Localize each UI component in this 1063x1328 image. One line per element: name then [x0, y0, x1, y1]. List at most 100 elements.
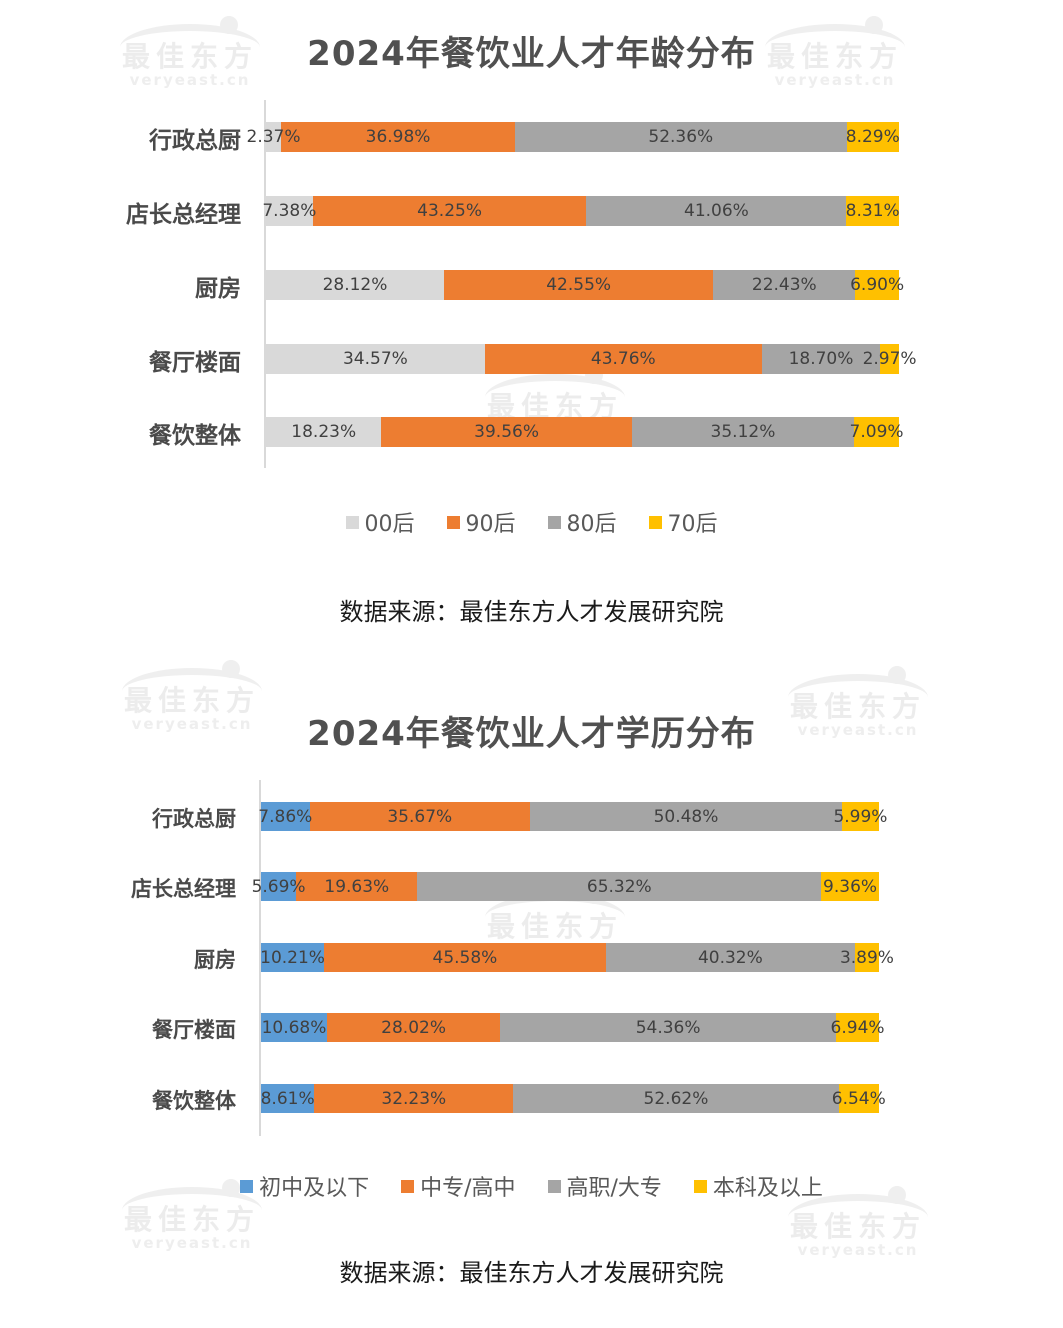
y-axis-line	[264, 100, 266, 468]
bar-row: 34.57% 43.76% 18.70% 2.97%	[266, 344, 917, 374]
bar-row: 10.21% 45.58% 40.32% 3.89%	[260, 943, 894, 972]
legend-swatch-icon	[401, 1179, 415, 1193]
bar-segment: 22.43%	[713, 270, 856, 300]
bar-segment: 35.12%	[631, 417, 855, 447]
data-label: 6.54%	[831, 1088, 886, 1109]
bar-row: 18.23% 39.56% 35.12% 7.09%	[266, 417, 904, 447]
bar-segment: 28.12%	[266, 270, 444, 300]
category-label: 餐饮整体	[149, 423, 241, 449]
chart-title: 2024年餐饮业人才年龄分布	[307, 34, 756, 74]
data-label: 34.57%	[342, 349, 408, 369]
category-label: 厨房	[195, 276, 241, 302]
bar-row: 2.37% 36.98% 52.36% 8.29%	[247, 122, 900, 152]
bar-segment: 2.97%	[863, 344, 917, 374]
data-label: 2.37%	[246, 127, 301, 147]
bar-row: 7.38% 43.25% 41.06% 8.31%	[262, 196, 900, 226]
data-label: 39.56%	[474, 422, 539, 442]
legend-swatch-icon	[240, 1179, 254, 1193]
y-axis-line	[259, 780, 261, 1136]
bar-segment: 34.57%	[266, 344, 485, 374]
data-label: 41.06%	[684, 201, 749, 221]
category-label: 厨房	[194, 948, 236, 972]
bar-segment: 42.55%	[443, 270, 714, 300]
bar-row: 10.68% 28.02% 54.36% 6.94%	[261, 1013, 885, 1042]
data-label: 52.62%	[643, 1088, 709, 1109]
bar-segment: 36.98%	[281, 122, 516, 152]
bar-segment: 8.31%	[845, 196, 900, 226]
bar-segment: 6.54%	[832, 1084, 886, 1113]
bar-row: 5.69% 19.63% 65.32% 9.36%	[252, 872, 879, 901]
bar-segment: 9.36%	[821, 872, 879, 901]
legend-item: 90后	[446, 506, 516, 538]
data-label: 5.99%	[833, 806, 888, 827]
bar-segment: 18.23%	[266, 417, 382, 447]
category-label: 行政总厨	[149, 128, 241, 154]
data-label: 35.67%	[387, 806, 453, 827]
category-label: 店长总经理	[126, 202, 241, 228]
legend-swatch-icon	[648, 515, 662, 529]
bar-segment: 7.09%	[850, 417, 904, 447]
data-label: 10.21%	[260, 947, 325, 968]
bar-segment: 6.90%	[850, 270, 904, 300]
data-label: 43.76%	[590, 349, 656, 369]
bar-segment: 50.48%	[530, 802, 842, 831]
data-label: 10.68%	[261, 1017, 327, 1038]
data-label: 43.25%	[417, 201, 482, 221]
data-label: 18.23%	[291, 422, 357, 442]
bar-segment: 8.61%	[261, 1084, 315, 1113]
chart-title: 2024年餐饮业人才学历分布	[307, 714, 756, 754]
legend-item: 中专/高中	[401, 1170, 516, 1202]
data-label: 36.98%	[365, 127, 431, 147]
data-label: 19.63%	[324, 876, 390, 897]
legend-swatch-icon	[446, 515, 460, 529]
legend-item: 70后	[648, 506, 718, 538]
bar-segment: 32.23%	[314, 1084, 514, 1113]
category-label: 店长总经理	[131, 877, 236, 901]
data-label: 52.36%	[648, 127, 714, 147]
data-label: 54.36%	[635, 1017, 701, 1038]
legend-swatch-icon	[547, 515, 561, 529]
data-label: 45.58%	[432, 947, 498, 968]
bar-segment: 41.06%	[586, 196, 847, 226]
bar-segment: 18.70%	[761, 344, 881, 374]
data-label: 8.29%	[845, 127, 900, 147]
data-label: 35.12%	[710, 422, 776, 442]
bar-segment: 39.56%	[381, 417, 632, 447]
data-label: 40.32%	[697, 947, 763, 968]
legend-item: 80后	[547, 506, 617, 538]
data-label: 8.31%	[845, 201, 900, 221]
bar-segment: 7.38%	[262, 196, 316, 226]
bar-segment: 7.86%	[258, 802, 312, 831]
bar-segment: 5.99%	[833, 802, 887, 831]
data-label: 28.02%	[381, 1017, 446, 1038]
bar-segment: 6.94%	[831, 1013, 885, 1042]
bar-segment: 52.62%	[513, 1084, 839, 1113]
data-label: 7.38%	[262, 201, 317, 221]
data-label: 32.23%	[381, 1088, 447, 1109]
bar-segment: 45.58%	[324, 943, 606, 972]
data-label: 5.69%	[251, 876, 306, 897]
category-label: 餐饮整体	[152, 1089, 236, 1113]
bar-segment: 5.69%	[252, 872, 306, 901]
legend-swatch-icon	[547, 1179, 561, 1193]
data-label: 65.32%	[586, 876, 652, 897]
bar-segment: 35.67%	[309, 802, 530, 831]
data-label: 6.90%	[850, 275, 905, 295]
data-label: 50.48%	[653, 806, 719, 827]
bar-segment: 54.36%	[500, 1013, 837, 1042]
data-label: 42.55%	[546, 275, 612, 295]
chart-legend: 初中及以下 中专/高中 高职/大专 本科及以上	[0, 1170, 1063, 1202]
bar-segment: 3.89%	[840, 943, 894, 972]
bar-segment: 65.32%	[417, 872, 822, 901]
legend-item: 高职/大专	[547, 1170, 662, 1202]
bar-segment: 10.68%	[261, 1013, 327, 1042]
bar-segment: 2.37%	[247, 122, 301, 152]
data-label: 7.09%	[849, 422, 904, 442]
bar-segment: 8.29%	[845, 122, 900, 152]
legend-item: 初中及以下	[240, 1170, 369, 1202]
category-label: 餐厅楼面	[152, 1018, 236, 1042]
bar-segment: 28.02%	[327, 1013, 501, 1042]
data-source-note: 数据来源：最佳东方人才发展研究院	[339, 598, 724, 626]
